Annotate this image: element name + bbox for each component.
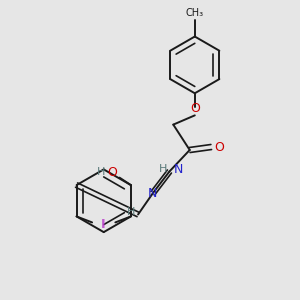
Text: H: H — [159, 164, 167, 174]
Text: O: O — [190, 102, 200, 115]
Text: I: I — [102, 218, 106, 231]
Text: N: N — [148, 187, 157, 200]
Text: N: N — [173, 163, 183, 176]
Text: CH₃: CH₃ — [186, 8, 204, 18]
Text: H: H — [127, 207, 136, 217]
Text: H: H — [97, 167, 105, 177]
Text: O: O — [107, 166, 117, 179]
Text: I: I — [101, 218, 105, 231]
Text: O: O — [214, 140, 224, 154]
